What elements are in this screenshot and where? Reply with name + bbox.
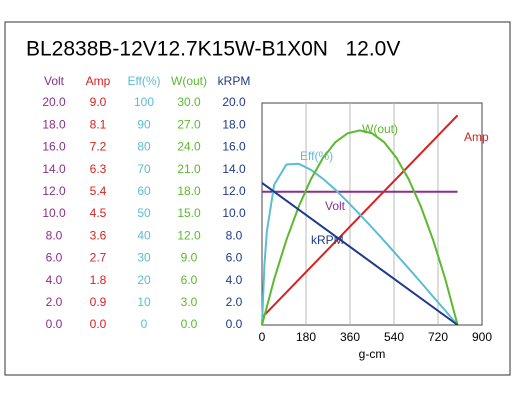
axis-header: kRPM	[218, 74, 251, 88]
y-tick-label: 7.2	[90, 140, 107, 154]
y-tick-label: 3.0	[181, 295, 198, 309]
y-tick-label: 20	[137, 273, 151, 287]
y-tick-label: 4.0	[46, 273, 63, 287]
y-tick-label: 6.0	[46, 251, 63, 265]
y-tick-label: 0.0	[90, 317, 107, 331]
y-tick-label: 0.0	[181, 317, 198, 331]
series-line	[261, 114, 459, 319]
y-tick-label: 80	[137, 140, 151, 154]
y-tick-label: 12.0	[222, 184, 246, 198]
chart-border	[4, 21, 511, 376]
x-tick-label: 360	[340, 330, 360, 344]
series-label: Eff(%)	[300, 149, 333, 163]
axis-header: W(out)	[171, 74, 207, 88]
y-tick-label: 14.0	[222, 162, 246, 176]
y-tick-label: 2.0	[226, 295, 243, 309]
y-tick-label: 8.0	[46, 228, 63, 242]
y-tick-label: 10.0	[42, 206, 66, 220]
y-tick-label: 30.0	[177, 95, 201, 109]
y-tick-label: 24.0	[177, 140, 201, 154]
y-tick-label: 12.0	[42, 184, 66, 198]
y-tick-label: 1.8	[90, 273, 107, 287]
y-tick-label: 6.0	[181, 273, 198, 287]
y-tick-label: 18.0	[222, 117, 246, 131]
plot-frame	[261, 102, 483, 326]
y-tick-label: 21.0	[177, 162, 201, 176]
y-tick-label: 100	[134, 95, 154, 109]
axis-header: Eff(%)	[127, 74, 160, 88]
x-tick-label: 0	[259, 330, 266, 344]
x-tick-label: 540	[384, 330, 404, 344]
y-tick-label: 27.0	[177, 117, 201, 131]
y-tick-label: 50	[137, 206, 151, 220]
y-tick-label: 9.0	[181, 251, 198, 265]
y-tick-label: 6.0	[226, 251, 243, 265]
y-tick-label: 4.5	[90, 206, 107, 220]
y-tick-label: 6.3	[90, 162, 107, 176]
y-tick-label: 10.0	[222, 206, 246, 220]
y-tick-label: 5.4	[90, 184, 107, 198]
series-line	[261, 162, 459, 326]
series-line	[261, 129, 459, 326]
y-tick-label: 8.1	[90, 117, 107, 131]
y-tick-label: 4.0	[226, 273, 243, 287]
y-tick-label: 10	[137, 295, 151, 309]
y-tick-label: 2.7	[90, 251, 107, 265]
y-tick-label: 0.0	[226, 317, 243, 331]
y-tick-label: 14.0	[42, 162, 66, 176]
series-label: W(out)	[362, 122, 398, 136]
y-tick-label: 20.0	[222, 95, 246, 109]
y-tick-label: 18.0	[177, 184, 201, 198]
y-tick-label: 30	[137, 251, 151, 265]
y-tick-label: 16.0	[42, 140, 66, 154]
axis-header: Volt	[44, 74, 65, 88]
chart-title: BL2838B-12V12.7K15W-B1X0N 12.0V	[26, 38, 400, 61]
y-tick-label: 16.0	[222, 140, 246, 154]
y-tick-label: 0.0	[46, 317, 63, 331]
y-tick-label: 0.9	[90, 295, 107, 309]
x-axis-label: g-cm	[359, 347, 386, 361]
y-tick-label: 0	[141, 317, 148, 331]
y-tick-label: 8.0	[226, 228, 243, 242]
y-tick-label: 15.0	[177, 206, 201, 220]
x-tick-label: 900	[472, 330, 492, 344]
series-label: Volt	[325, 199, 346, 213]
series-label: Amp	[464, 130, 489, 144]
axis-header: Amp	[86, 74, 111, 88]
series-line	[261, 182, 459, 326]
y-tick-label: 18.0	[42, 117, 66, 131]
series-label: kRPM	[311, 233, 344, 247]
y-tick-label: 90	[137, 117, 151, 131]
y-tick-label: 70	[137, 162, 151, 176]
y-tick-label: 60	[137, 184, 151, 198]
y-tick-label: 12.0	[177, 228, 201, 242]
x-tick-label: 720	[428, 330, 448, 344]
x-tick-label: 180	[296, 330, 316, 344]
y-tick-label: 2.0	[46, 295, 63, 309]
y-tick-label: 40	[137, 228, 151, 242]
y-tick-label: 9.0	[90, 95, 107, 109]
y-tick-label: 20.0	[42, 95, 66, 109]
y-tick-label: 3.6	[90, 228, 107, 242]
